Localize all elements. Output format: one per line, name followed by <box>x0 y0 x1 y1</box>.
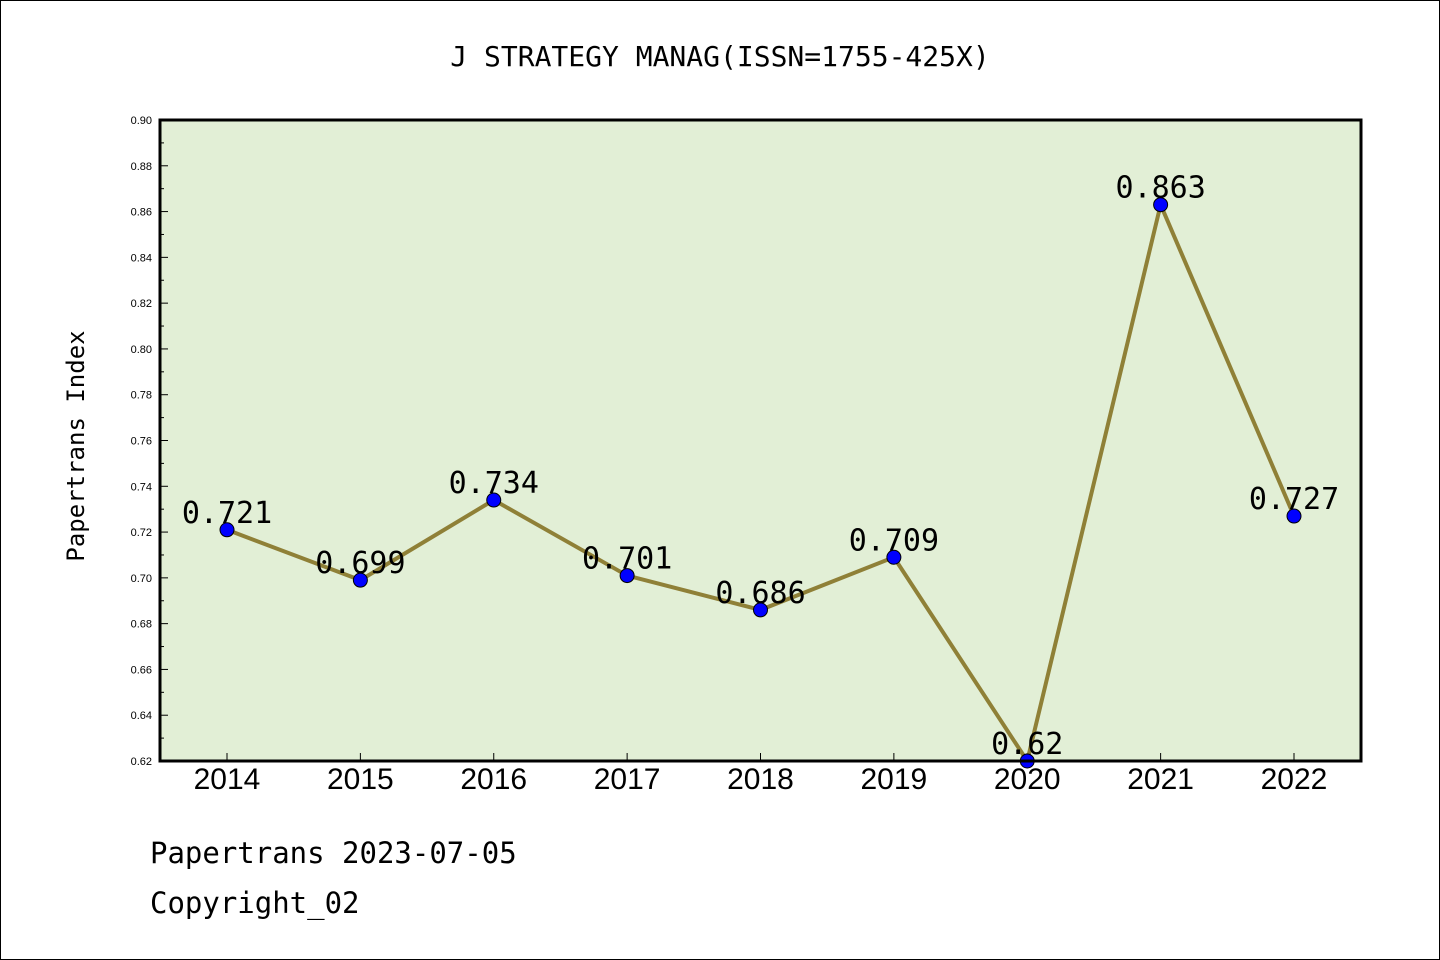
chart-title: J STRATEGY MANAG(ISSN=1755-425X) <box>450 40 989 73</box>
y-tick-label: 0.90 <box>131 115 152 127</box>
footer-date: Papertrans 2023-07-05 <box>150 836 517 870</box>
y-tick-label: 0.76 <box>131 436 152 448</box>
y-tick-label: 0.74 <box>131 481 152 493</box>
y-tick-label: 0.84 <box>131 252 152 264</box>
x-tick-label: 2022 <box>1261 763 1328 796</box>
y-tick-label: 0.80 <box>131 344 152 356</box>
y-tick-label: 0.68 <box>131 619 152 631</box>
y-tick-label: 0.72 <box>131 527 152 539</box>
data-point <box>1286 508 1302 524</box>
x-tick-label: 2015 <box>327 763 394 796</box>
data-point <box>1153 197 1169 213</box>
data-labels: 0.721 0.699 0.734 0.701 0.686 0.709 0.62 0.863 0… <box>182 171 1339 762</box>
x-tick-label: 2014 <box>194 763 261 796</box>
y-tick-label: 0.66 <box>131 664 152 676</box>
y-tick-label: 0.64 <box>131 710 152 722</box>
y-tick-label: 0.88 <box>131 161 152 173</box>
data-label: 0.62 <box>991 727 1063 762</box>
data-point <box>619 568 635 584</box>
series-markers <box>219 197 1302 769</box>
y-tick-label: 0.70 <box>131 573 152 585</box>
y-axis-label: Papertrans Index <box>62 330 90 561</box>
y-tick-label: 0.86 <box>131 207 152 219</box>
plot-area <box>160 120 1361 761</box>
data-label: 0.686 <box>715 576 805 611</box>
data-label: 0.721 <box>182 496 272 531</box>
data-point <box>886 549 902 565</box>
data-label: 0.701 <box>582 542 672 577</box>
data-point <box>219 522 235 538</box>
plot-border <box>158 118 1363 763</box>
x-tick-label: 2019 <box>861 763 928 796</box>
y-tick-label: 0.62 <box>131 756 152 768</box>
x-tick-label: 2017 <box>594 763 661 796</box>
y-tick-label: 0.78 <box>131 390 152 402</box>
data-label: 0.734 <box>449 466 539 501</box>
data-point <box>753 602 768 618</box>
data-point <box>486 492 502 508</box>
data-label: 0.709 <box>849 523 939 558</box>
data-label: 0.727 <box>1249 482 1339 517</box>
data-label: 0.699 <box>315 546 405 581</box>
x-tick-label: 2018 <box>727 763 794 796</box>
footer-copyright: Copyright_02 <box>150 886 360 920</box>
x-tick-label: 2021 <box>1127 763 1194 796</box>
data-label: 0.863 <box>1115 171 1205 206</box>
x-axis: 2014 2015 2016 2017 2018 2019 2020 2021 2022 <box>194 753 1328 796</box>
y-tick-label: 0.82 <box>131 298 152 310</box>
data-point <box>352 572 368 588</box>
x-tick-label: 2016 <box>460 763 527 796</box>
